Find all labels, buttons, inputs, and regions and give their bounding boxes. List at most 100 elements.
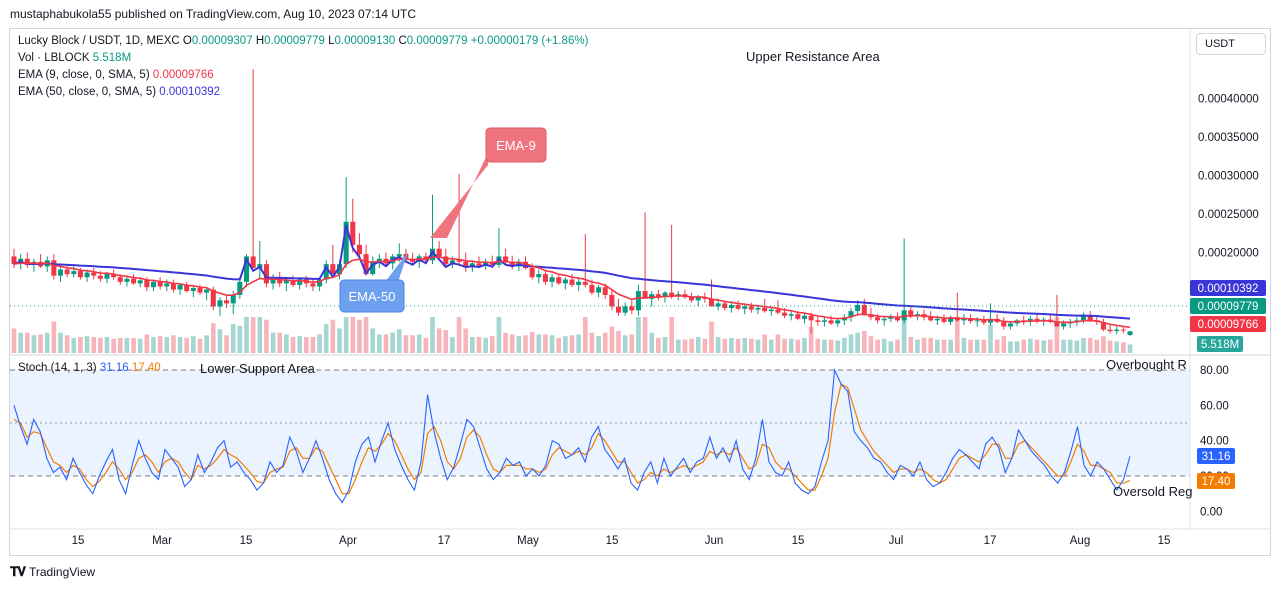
candle-body <box>370 261 376 275</box>
legend-ema9-row[interactable]: EMA (9, close, 0, SMA, 5) 0.00009766 <box>18 69 214 81</box>
time-axis-tick: 15 <box>1158 535 1171 547</box>
volume-bar <box>1034 339 1040 353</box>
svg-text:0.00009766: 0.00009766 <box>1198 319 1259 331</box>
volume-bar <box>775 334 781 353</box>
volume-bar <box>1061 339 1066 353</box>
currency-button[interactable]: USDT <box>1196 33 1266 55</box>
volume-bar <box>443 330 449 353</box>
volume-bar <box>456 317 462 353</box>
volume-bar <box>669 317 674 353</box>
volume-bar <box>695 337 701 353</box>
volume-bar <box>323 324 329 353</box>
volume-bar <box>1081 337 1086 353</box>
volume-bar <box>177 337 183 353</box>
volume-bar <box>908 337 914 353</box>
volume-bar <box>881 338 887 353</box>
candle-body <box>170 283 176 290</box>
candle-body <box>297 279 303 285</box>
candle-body <box>144 280 150 288</box>
volume-bar <box>788 338 794 353</box>
candle-body <box>609 294 615 307</box>
tradingview-wordmark: TradingView <box>29 565 96 579</box>
candle-body <box>343 221 349 265</box>
volume-bar <box>1114 341 1120 353</box>
legend-low: 0.00009130 <box>334 35 396 47</box>
candle-body <box>522 261 529 268</box>
volume-bar <box>662 337 668 353</box>
legend-ema50-row[interactable]: EMA (50, close, 0, SMA, 5) 0.00010392 <box>18 86 220 98</box>
volume-bar <box>901 317 907 353</box>
volume-bar <box>828 339 834 353</box>
volume-bar <box>257 317 263 353</box>
legend-volume-row[interactable]: Vol · LBLOCK 5.518M <box>18 52 131 64</box>
candle-body <box>695 297 701 301</box>
volume-bar <box>476 337 482 353</box>
price-axis-tick: 0.00020000 <box>1198 248 1259 260</box>
volume-bar <box>848 334 854 353</box>
volume-bar <box>463 328 469 353</box>
candle-body <box>104 274 110 279</box>
volume-bar <box>516 336 522 353</box>
volume-bar <box>556 337 562 353</box>
volume-bar <box>928 337 934 353</box>
volume-bar <box>450 337 455 353</box>
candle-body <box>855 304 861 312</box>
volume-bar <box>954 317 960 353</box>
candle-body <box>835 320 841 324</box>
candle-body <box>317 279 323 287</box>
candle-body <box>655 294 661 298</box>
volume-bar <box>576 334 581 353</box>
volume-bar <box>1047 339 1053 353</box>
volume-bar <box>543 334 548 353</box>
price-axis-tick: 0.00040000 <box>1198 94 1259 106</box>
volume-bar <box>948 339 953 353</box>
ema50-price-badge: 0.00010392 <box>1190 280 1266 296</box>
time-axis-tick: 15 <box>72 535 85 547</box>
volume-bar <box>71 337 77 353</box>
volume-bar <box>523 335 528 353</box>
candle-body <box>801 315 808 319</box>
volume-bar <box>430 317 435 353</box>
candle-body <box>250 256 256 268</box>
volume-bar <box>24 332 30 353</box>
candle-body <box>197 288 203 293</box>
volume-bar <box>682 339 688 353</box>
volume-bar <box>715 337 721 353</box>
volume-bar <box>642 317 648 353</box>
volume-bar <box>709 321 714 353</box>
time-axis-tick: 15 <box>240 535 253 547</box>
ema9-callout[interactable]: EMA-9 <box>430 127 547 238</box>
legend-ema9-label: EMA (9, close, 0, SMA, 5) <box>18 69 150 81</box>
candle-body <box>722 303 728 309</box>
volume-bar <box>935 339 940 353</box>
legend-symbol[interactable]: Lucky Block / USDT, 1D, MEXC <box>18 35 180 47</box>
volume-bar <box>549 335 555 353</box>
volume-bar <box>782 338 787 353</box>
time-axis-tick: Mar <box>152 535 172 547</box>
volume-bar <box>503 332 508 353</box>
candle-body <box>164 283 170 287</box>
volume-bar <box>981 339 987 353</box>
candle-body <box>1034 318 1040 322</box>
candle-body <box>569 279 575 285</box>
legend-stoch-row[interactable]: Stoch (14, 1, 3) 31.16 17.40 <box>18 362 161 374</box>
volume-bar <box>855 332 860 353</box>
volume-bar <box>888 341 894 353</box>
time-axis-tick: 17 <box>984 535 997 547</box>
stoch-k-badge: 31.16 <box>1197 448 1235 464</box>
candle-body <box>217 300 223 307</box>
volume-bar <box>702 338 708 353</box>
lower-support-label: Lower Support Area <box>200 361 316 376</box>
volume-bar <box>277 332 283 353</box>
tradingview-logo[interactable]: 𝐓𝐕 TradingView <box>10 564 95 580</box>
candle-body <box>748 306 754 310</box>
candle-body <box>204 289 210 293</box>
ema50-callout[interactable]: EMA-50 <box>339 252 408 313</box>
ema9-line <box>13 256 1131 329</box>
candle-body <box>57 269 64 276</box>
time-axis-tick: Jun <box>705 535 724 547</box>
legend-h-label: H <box>255 35 265 47</box>
candle-body <box>529 267 535 278</box>
candle-body <box>602 287 608 295</box>
